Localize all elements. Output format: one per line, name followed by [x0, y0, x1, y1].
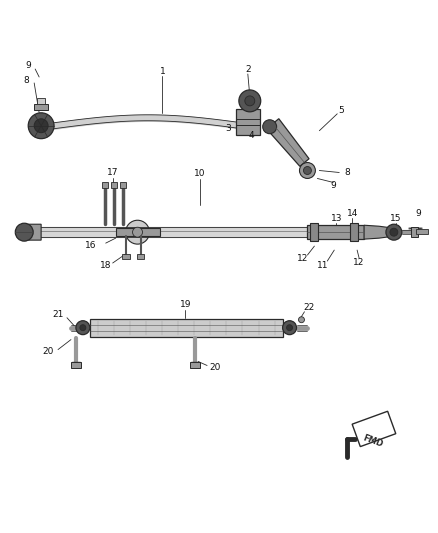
Circle shape — [298, 317, 304, 322]
Circle shape — [34, 119, 48, 133]
Text: 8: 8 — [344, 168, 350, 177]
Text: 22: 22 — [304, 303, 315, 312]
Text: 12: 12 — [353, 257, 365, 266]
Bar — [350, 223, 358, 241]
Bar — [352, 411, 396, 447]
Polygon shape — [266, 119, 309, 166]
Circle shape — [286, 325, 293, 330]
Circle shape — [300, 163, 315, 179]
Bar — [71, 362, 81, 368]
Bar — [411, 227, 418, 237]
Circle shape — [390, 228, 398, 236]
Text: FMD: FMD — [362, 433, 385, 449]
Text: 14: 14 — [346, 209, 358, 218]
Text: 12: 12 — [297, 254, 308, 263]
Polygon shape — [16, 224, 41, 240]
Bar — [190, 362, 200, 368]
Text: 8: 8 — [23, 76, 29, 85]
Bar — [34, 104, 48, 110]
Text: 18: 18 — [100, 261, 112, 270]
Circle shape — [245, 96, 255, 106]
Text: 3: 3 — [225, 124, 231, 133]
Text: 9: 9 — [416, 209, 422, 218]
Text: 20: 20 — [42, 347, 54, 356]
Text: 4: 4 — [249, 131, 254, 140]
Bar — [111, 182, 117, 188]
Bar — [311, 223, 318, 241]
Circle shape — [304, 166, 311, 174]
Circle shape — [126, 220, 149, 244]
Circle shape — [263, 120, 277, 134]
Text: 9: 9 — [330, 181, 336, 190]
Text: 10: 10 — [194, 169, 206, 178]
Circle shape — [133, 227, 142, 237]
Text: 20: 20 — [209, 363, 221, 372]
Text: 9: 9 — [25, 61, 31, 69]
Text: 5: 5 — [338, 106, 344, 115]
Bar — [137, 254, 145, 259]
Polygon shape — [364, 225, 394, 239]
Circle shape — [80, 325, 86, 330]
Bar — [307, 225, 364, 239]
Text: 17: 17 — [107, 168, 118, 177]
Bar — [116, 228, 160, 236]
Bar — [90, 319, 283, 337]
Text: 16: 16 — [85, 240, 96, 249]
Circle shape — [283, 321, 297, 335]
Bar — [122, 254, 130, 259]
Text: 11: 11 — [317, 261, 328, 270]
Bar — [102, 182, 108, 188]
Bar — [236, 109, 260, 135]
Text: 2: 2 — [245, 64, 251, 74]
Circle shape — [239, 90, 261, 112]
Text: 13: 13 — [331, 214, 342, 223]
Bar — [416, 229, 427, 234]
Bar — [120, 182, 126, 188]
Circle shape — [15, 223, 33, 241]
Circle shape — [76, 321, 90, 335]
Circle shape — [28, 113, 54, 139]
Circle shape — [386, 224, 402, 240]
Text: 1: 1 — [159, 67, 165, 76]
Bar — [37, 98, 45, 104]
Text: 21: 21 — [52, 310, 64, 319]
Text: 19: 19 — [180, 300, 191, 309]
Text: 15: 15 — [390, 214, 402, 223]
